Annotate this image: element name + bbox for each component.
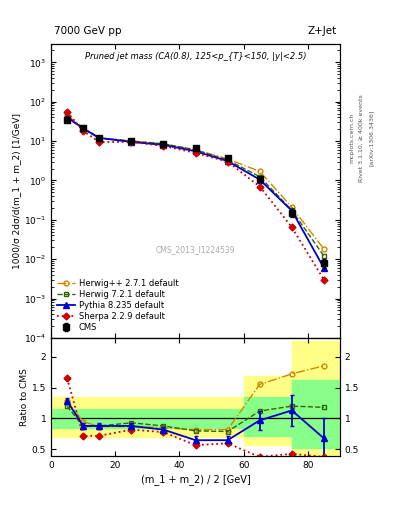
Text: 7000 GeV pp: 7000 GeV pp: [54, 26, 121, 36]
Pythia 8.235 default: [65, 114, 70, 120]
Sherpa 2.2.9 default: [289, 224, 294, 230]
Pythia 8.235 default: [193, 148, 198, 154]
Sherpa 2.2.9 default: [97, 139, 102, 145]
Sherpa 2.2.9 default: [257, 183, 262, 189]
Text: [arXiv:1306.3436]: [arXiv:1306.3436]: [369, 110, 374, 166]
Herwig 7.2.1 default: [129, 138, 134, 144]
Herwig++ 2.7.1 default: [81, 124, 86, 131]
Pythia 8.235 default: [129, 139, 134, 145]
Herwig++ 2.7.1 default: [289, 204, 294, 210]
Pythia 8.235 default: [321, 265, 326, 271]
Y-axis label: 1000/σ 2dσ/d(m_1 + m_2) [1/GeV]: 1000/σ 2dσ/d(m_1 + m_2) [1/GeV]: [12, 113, 21, 269]
Herwig++ 2.7.1 default: [193, 147, 198, 153]
Pythia 8.235 default: [97, 135, 102, 141]
Sherpa 2.2.9 default: [65, 109, 70, 115]
Sherpa 2.2.9 default: [225, 159, 230, 165]
Text: CMS_2013_I1224539: CMS_2013_I1224539: [156, 245, 235, 254]
Pythia 8.235 default: [225, 158, 230, 164]
Sherpa 2.2.9 default: [161, 143, 166, 149]
Herwig 7.2.1 default: [97, 135, 102, 141]
Herwig 7.2.1 default: [225, 157, 230, 163]
Herwig 7.2.1 default: [65, 114, 70, 120]
Text: Z+Jet: Z+Jet: [308, 26, 337, 36]
Herwig 7.2.1 default: [161, 141, 166, 147]
Herwig++ 2.7.1 default: [321, 246, 326, 252]
Line: Herwig 7.2.1 default: Herwig 7.2.1 default: [65, 115, 326, 259]
Legend: Herwig++ 2.7.1 default, Herwig 7.2.1 default, Pythia 8.235 default, Sherpa 2.2.9: Herwig++ 2.7.1 default, Herwig 7.2.1 def…: [55, 277, 180, 334]
Pythia 8.235 default: [289, 208, 294, 214]
X-axis label: (m_1 + m_2) / 2 [GeV]: (m_1 + m_2) / 2 [GeV]: [141, 474, 250, 485]
Herwig++ 2.7.1 default: [161, 141, 166, 147]
Y-axis label: Ratio to CMS: Ratio to CMS: [20, 368, 29, 426]
Herwig 7.2.1 default: [321, 253, 326, 259]
Line: Herwig++ 2.7.1 default: Herwig++ 2.7.1 default: [65, 113, 326, 251]
Herwig 7.2.1 default: [193, 147, 198, 153]
Text: mcplots.cern.ch: mcplots.cern.ch: [349, 113, 354, 163]
Herwig 7.2.1 default: [81, 126, 86, 132]
Pythia 8.235 default: [161, 142, 166, 148]
Text: Rivet 3.1.10, ≥ 400k events: Rivet 3.1.10, ≥ 400k events: [359, 94, 364, 182]
Sherpa 2.2.9 default: [81, 128, 86, 134]
Pythia 8.235 default: [257, 177, 262, 183]
Herwig++ 2.7.1 default: [97, 135, 102, 141]
Line: Sherpa 2.2.9 default: Sherpa 2.2.9 default: [65, 110, 326, 282]
Herwig++ 2.7.1 default: [257, 168, 262, 175]
Sherpa 2.2.9 default: [321, 276, 326, 283]
Pythia 8.235 default: [81, 125, 86, 132]
Herwig++ 2.7.1 default: [225, 156, 230, 162]
Sherpa 2.2.9 default: [193, 150, 198, 156]
Herwig 7.2.1 default: [289, 207, 294, 214]
Herwig 7.2.1 default: [257, 174, 262, 180]
Herwig++ 2.7.1 default: [129, 138, 134, 144]
Sherpa 2.2.9 default: [129, 139, 134, 145]
Text: Pruned jet mass (CA(0.8), 125<p_{T}<150, |y|<2.5): Pruned jet mass (CA(0.8), 125<p_{T}<150,…: [85, 52, 306, 61]
Herwig++ 2.7.1 default: [65, 112, 70, 118]
Line: Pythia 8.235 default: Pythia 8.235 default: [64, 115, 327, 271]
